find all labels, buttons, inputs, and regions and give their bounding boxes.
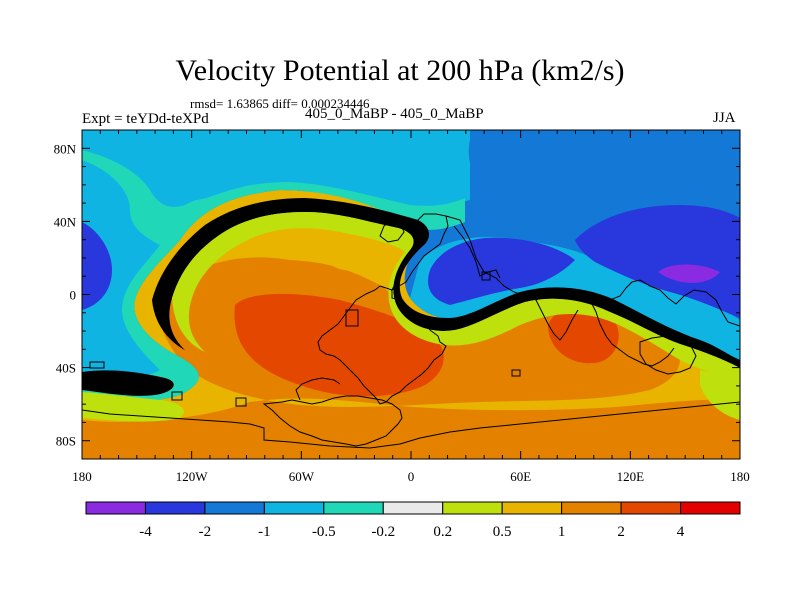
colorbar-swatch <box>85 501 146 515</box>
island-outline <box>235 397 247 407</box>
x-tick-label: 120E <box>617 469 645 484</box>
island-outline <box>89 361 105 369</box>
contour-fill-p05-p1 <box>327 255 364 271</box>
colorbar-swatch <box>382 501 444 515</box>
island-outline <box>149 377 163 385</box>
y-tick-label: 40S <box>56 361 76 376</box>
x-tick-label: 120W <box>176 469 209 484</box>
contour-fill-p02-p05 <box>172 212 740 385</box>
contour-fill-neg2-neg1 <box>600 138 740 195</box>
colorbar-label: 4 <box>677 524 685 540</box>
colorbar <box>85 501 741 515</box>
y-tick-label: 80N <box>54 141 77 156</box>
y-tick-label: 0 <box>70 288 77 303</box>
velocity-potential-field <box>82 130 740 459</box>
antarctica-outline <box>82 401 740 449</box>
y-tick-label: 80S <box>56 434 76 449</box>
australia-outline <box>639 335 697 375</box>
season-label: JJA <box>713 110 736 126</box>
india-outline <box>535 299 579 341</box>
contour-fill-p2-p4 <box>234 293 444 397</box>
island-outline <box>345 309 359 327</box>
colorbar-label: 2 <box>617 524 625 540</box>
colorbar-label: -0.5 <box>312 524 336 540</box>
africa-outline <box>317 285 447 405</box>
arabia-outline <box>453 225 501 279</box>
y-tick-label: 40N <box>54 214 77 229</box>
colorbar-swatch <box>263 501 325 515</box>
island-outline <box>171 391 183 401</box>
contour-fill-neg4-neg2 <box>82 222 112 310</box>
colorbar-label: -2 <box>199 524 212 540</box>
south-america-outline <box>262 395 403 447</box>
contour-fill-neg2-neg1 <box>82 130 740 402</box>
chart-title: Velocity Potential at 200 hPa (km2/s) <box>175 54 625 87</box>
europe-outline <box>390 213 449 292</box>
greenland-outline <box>379 219 405 243</box>
colorbar-swatch <box>501 501 563 515</box>
axis-tick-labels: 180 120W 60W 0 60E 120E 180 80N 40N 0 40S 80S <box>54 141 750 484</box>
colorbar-label: -1 <box>258 524 271 540</box>
colorbar-swatch <box>620 501 682 515</box>
colorbar-label: -0.2 <box>371 524 395 540</box>
colorbar-swatch <box>680 501 741 515</box>
x-tick-label: 60E <box>510 469 531 484</box>
colorbar-label: -4 <box>139 524 152 540</box>
contour-fill-neg4-neg2 <box>428 237 575 305</box>
axis-ticks <box>81 130 741 459</box>
x-tick-label: 60W <box>289 469 315 484</box>
colorbar-label: 0.5 <box>493 524 512 540</box>
rmsd-stats: rmsd= 1.63865 diff= 0.000234446 <box>190 96 370 111</box>
case-subtitle: 405_0_MaBP - 405_0_MaBP <box>305 106 484 122</box>
colorbar-swatch <box>144 501 206 515</box>
x-tick-label: 180 <box>730 469 750 484</box>
colorbar-swatch <box>442 501 503 515</box>
island-outline <box>481 271 491 281</box>
contour-fill-neg1-neg05 <box>82 130 740 402</box>
contour-fill-p02-p05 <box>82 392 184 422</box>
contour-fill-neg1-neg05 <box>135 130 410 201</box>
colorbar-swatch <box>561 501 622 515</box>
se-asia-outline <box>589 299 675 367</box>
contour-fill-p02-p05 <box>700 370 740 420</box>
experiment-label: Expt = teYDd-teXPd <box>82 111 209 127</box>
colorbar-labels: -4 -2 -1 -0.5 -0.2 0.2 0.5 1 2 4 <box>139 524 685 540</box>
colorbar-swatch <box>323 501 384 515</box>
colorbar-swatch <box>204 501 265 515</box>
contour-fill-lt-neg4 <box>658 264 720 283</box>
contour-fill-neg02-p02 <box>82 370 174 396</box>
continent-outlines <box>82 213 740 449</box>
x-tick-label: 180 <box>72 469 92 484</box>
colorbar-label: 1 <box>558 524 566 540</box>
contour-fill-neg4-neg2 <box>575 205 740 318</box>
asia-outline <box>445 215 740 327</box>
contour-fill-neg2-neg1 <box>468 135 572 206</box>
contour-fill-neg05-neg02 <box>82 140 465 402</box>
antarctic-peninsula-outline <box>295 377 341 401</box>
colorbar-label: 0.2 <box>433 524 452 540</box>
x-tick-label: 0 <box>408 469 415 484</box>
contour-fill-p2-p4 <box>548 306 619 364</box>
island-outline <box>511 369 521 377</box>
